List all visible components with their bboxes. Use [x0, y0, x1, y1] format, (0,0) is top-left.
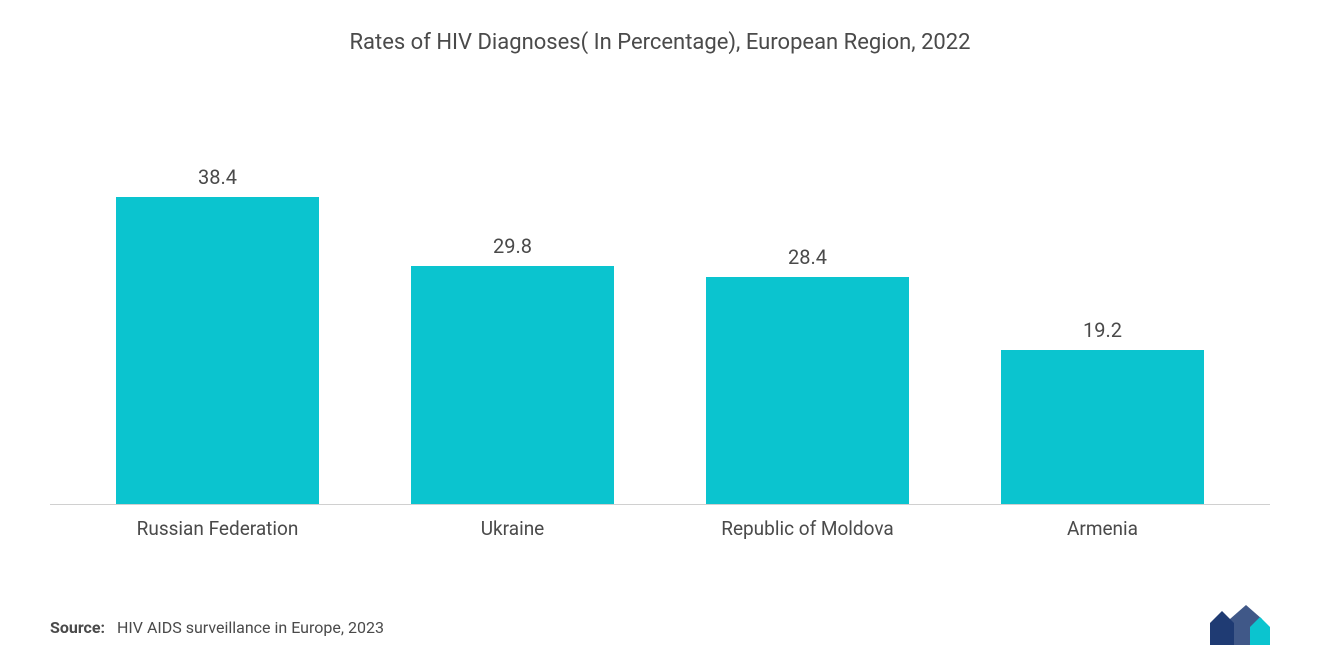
bar-group: 38.4	[88, 165, 348, 504]
source-label: Source:	[50, 618, 105, 637]
category-labels-row: Russian Federation Ukraine Republic of M…	[50, 505, 1270, 540]
category-label: Russian Federation	[88, 517, 348, 540]
category-label: Republic of Moldova	[678, 517, 938, 540]
bar	[116, 197, 318, 504]
bar-value-label: 38.4	[198, 165, 237, 189]
category-label: Ukraine	[383, 517, 643, 540]
chart-plot-area: 38.4 29.8 28.4 19.2	[50, 145, 1270, 505]
bar	[706, 277, 908, 504]
bar	[1001, 350, 1203, 504]
source-text: HIV AIDS surveillance in Europe, 2023	[117, 618, 384, 637]
bar-value-label: 19.2	[1083, 318, 1122, 342]
bar-group: 19.2	[973, 318, 1233, 504]
mordor-logo-icon	[1210, 605, 1270, 645]
bar-value-label: 29.8	[493, 234, 532, 258]
chart-title: Rates of HIV Diagnoses( In Percentage), …	[50, 30, 1270, 55]
bar-group: 28.4	[678, 245, 938, 504]
category-label: Armenia	[973, 517, 1233, 540]
source-attribution: Source: HIV AIDS surveillance in Europe,…	[50, 618, 384, 637]
bar-group: 29.8	[383, 234, 643, 504]
bar	[411, 266, 613, 504]
bar-value-label: 28.4	[788, 245, 827, 269]
